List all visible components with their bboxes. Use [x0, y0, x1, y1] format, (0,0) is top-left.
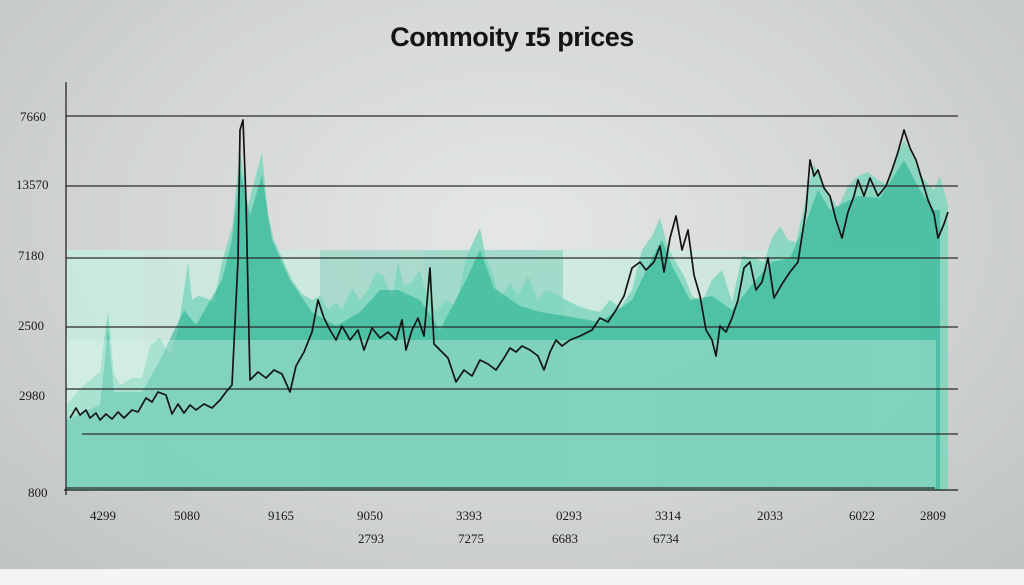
x-tick-label: 6022: [849, 508, 875, 523]
area-series: [66, 140, 948, 490]
x-tick-label: 7275: [458, 531, 484, 546]
x-tick-label: 9165: [268, 508, 294, 523]
y-tick-label: 7660: [20, 109, 46, 124]
x-tick-label: 6683: [552, 531, 578, 546]
area-wash: [66, 340, 936, 490]
x-tick-label: 5080: [174, 508, 200, 523]
x-tick-label: 3393: [456, 508, 482, 523]
x-tick-label: 2809: [920, 508, 946, 523]
y-tick-label: 7180: [18, 248, 44, 263]
x-tick-label: 3314: [655, 508, 682, 523]
x-tick-labels: 4299 5080 9165 9050 3393 0293 3314 2033 …: [90, 508, 946, 546]
y-tick-label: 2500: [18, 318, 44, 333]
price-line-series: [69, 119, 949, 421]
x-tick-label: 6734: [653, 531, 680, 546]
x-tick-label: 2793: [358, 531, 384, 546]
x-tick-label: 9050: [357, 508, 383, 523]
x-tick-label: 4299: [90, 508, 116, 523]
y-tick-label: 800: [28, 485, 48, 500]
area-fill-dark: [66, 160, 940, 490]
chart-title: Commoity ɪ5 prices: [390, 22, 634, 52]
price-line: [69, 119, 949, 421]
x-tick-label: 0293: [556, 508, 582, 523]
y-tick-label: 2980: [19, 388, 45, 403]
x-tick-label: 2033: [757, 508, 783, 523]
y-tick-label: 13570: [16, 177, 49, 192]
gridlines: [66, 115, 958, 489]
y-tick-labels: 7660 13570 7180 2500 2980 800: [16, 109, 49, 500]
